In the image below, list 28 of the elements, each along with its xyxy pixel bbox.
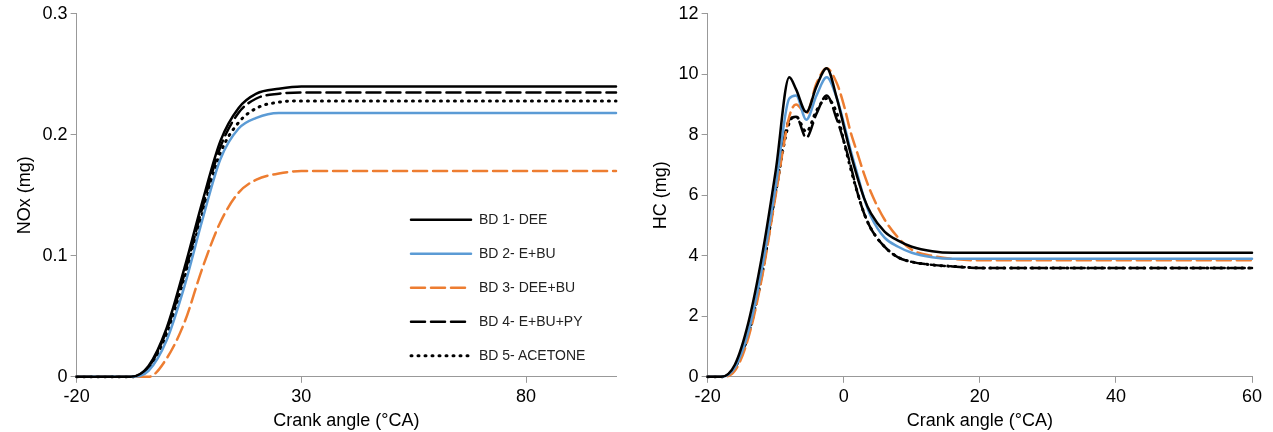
y-tick-label: 4	[688, 244, 699, 265]
y-tick-label: 10	[678, 63, 699, 84]
y-axis-title: NOx (mg)	[13, 156, 34, 235]
legend-label: BD 1- DEE	[479, 210, 548, 227]
y-tick-label: 6	[688, 184, 699, 205]
y-tick-label: 8	[688, 123, 699, 144]
y-axis-title: HC (mg)	[649, 161, 670, 230]
x-tick-label: -20	[694, 385, 721, 406]
x-axis-title: Crank angle (°CA)	[906, 410, 1053, 431]
y-tick-label: 12	[678, 2, 699, 23]
y-tick-label: 0	[688, 365, 699, 386]
x-tick-label: 80	[516, 385, 537, 406]
x-tick-label: 40	[1105, 385, 1126, 406]
x-tick-label: 30	[291, 385, 312, 406]
legend-label: BD 5- ACETONE	[479, 346, 586, 363]
legend-label: BD 4- E+BU+PY	[479, 312, 584, 329]
legend-label: BD 2- E+BU	[479, 244, 556, 261]
y-tick-label: 0	[57, 365, 68, 386]
y-tick-label: 0.1	[42, 244, 68, 265]
y-tick-label: 2	[688, 305, 699, 326]
y-tick-label: 0.2	[42, 123, 68, 144]
x-tick-label: -20	[63, 385, 90, 406]
y-tick-label: 0.3	[42, 2, 68, 23]
x-tick-label: 60	[1241, 385, 1263, 406]
x-tick-label: 0	[838, 385, 849, 406]
x-tick-label: 20	[969, 385, 990, 406]
x-axis-title: Crank angle (°CA)	[273, 410, 420, 431]
legend-label: BD 3- DEE+BU	[479, 278, 576, 295]
